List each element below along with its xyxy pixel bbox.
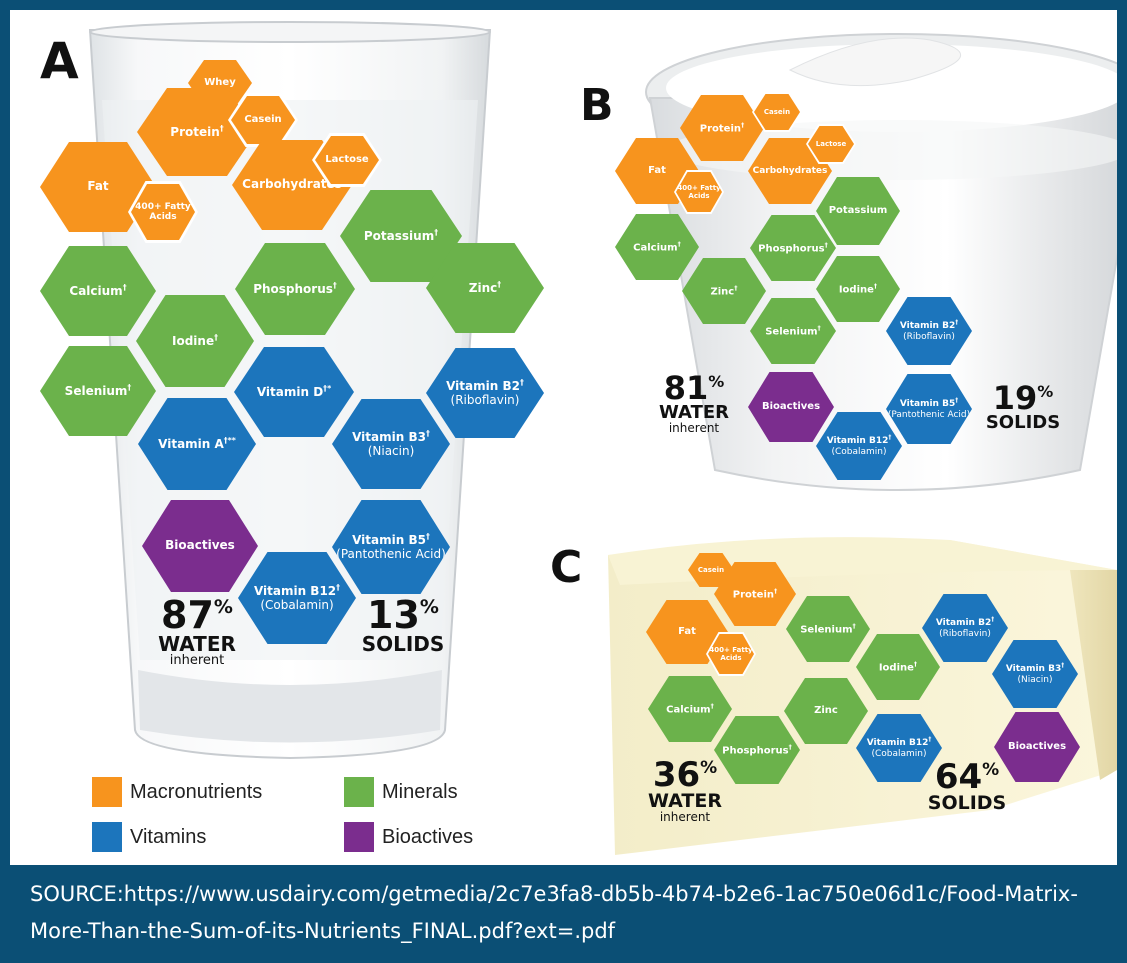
hex-c-fatty-acids: 400+ Fatty Acids — [708, 634, 754, 674]
hex-b-vitamin-b5: Vitamin B5† (Pantothenic Acid) — [886, 374, 972, 444]
hex-b-phosphorus: Phosphorus† — [750, 215, 836, 281]
legend-swatch-minerals — [344, 777, 374, 807]
hex-c-protein: Protein† — [714, 562, 796, 626]
stat-a-water: 87% WATER inherent — [158, 593, 236, 668]
hex-a-selenium: Selenium† — [40, 346, 156, 436]
hex-b-vitamin-b12: Vitamin B12† (Cobalamin) — [816, 412, 902, 480]
stat-c-solids: 64% SOLIDS — [927, 757, 1007, 814]
hex-b-calcium: Calcium† — [615, 214, 699, 280]
stat-c-water: 36% WATER inherent — [648, 755, 722, 824]
panel-letter-b: B — [580, 80, 614, 131]
infographic-panel: A B C Whey Protein† Casein Carbohydrates… — [10, 10, 1117, 865]
hex-c-vitamin-b3: Vitamin B3† (Niacin) — [992, 640, 1078, 708]
hex-b-lactose: Lactose — [808, 126, 854, 162]
hex-b-casein: Casein — [754, 94, 800, 130]
stat-b-solids: 19% SOLIDS — [985, 379, 1061, 433]
hex-a-vitamin-b5: Vitamin B5† (Pantothenic Acid) — [332, 500, 450, 594]
hex-a-vitamin-b2: Vitamin B2† (Riboflavin) — [426, 348, 544, 438]
legend-swatch-vitamins — [92, 822, 122, 852]
hex-b-vitamin-b2: Vitamin B2† (Riboflavin) — [886, 297, 972, 365]
hex-a-fatty-acids: 400+ Fatty Acids — [131, 184, 195, 240]
hex-b-bioactives: Bioactives — [748, 372, 834, 442]
hex-b-potassium: Potassium — [816, 177, 900, 245]
hex-a-calcium: Calcium† — [40, 246, 156, 336]
hex-a-phosphorus: Phosphorus† — [235, 243, 355, 335]
panel-letter-c: C — [550, 542, 583, 593]
hex-c-vitamin-b2: Vitamin B2† (Riboflavin) — [922, 594, 1008, 662]
hex-c-calcium: Calcium† — [648, 676, 732, 742]
legend-vitamins: Vitamins — [92, 822, 206, 852]
stat-a-solids: 13% SOLIDS — [361, 593, 445, 656]
hex-c-selenium: Selenium† — [786, 596, 870, 662]
hex-a-vitamin-d: Vitamin D†* — [234, 347, 354, 437]
hex-a-vitamin-b3: Vitamin B3† (Niacin) — [332, 399, 450, 489]
hex-a-vitamin-a: Vitamin A†** — [138, 398, 256, 490]
stat-b-water: 81% WATER inherent — [658, 369, 729, 435]
legend-macronutrients: Macronutrients — [92, 777, 262, 807]
legend-swatch-macronutrients — [92, 777, 122, 807]
hex-layer: Whey Protein† Casein Carbohydrates Lacto… — [10, 10, 1117, 865]
legend-bioactives: Bioactives — [344, 822, 473, 852]
source-citation: SOURCE:https://www.usdairy.com/getmedia/… — [30, 882, 1078, 943]
hex-b-iodine: Iodine† — [816, 256, 900, 322]
hex-c-zinc: Zinc — [784, 678, 868, 744]
hex-b-selenium: Selenium† — [750, 298, 836, 364]
hex-b-protein: Protein† — [680, 95, 764, 161]
hex-a-bioactives: Bioactives — [142, 500, 258, 592]
hex-b-zinc: Zinc† — [682, 258, 766, 324]
hex-c-iodine: Iodine† — [856, 634, 940, 700]
legend-swatch-bioactives — [344, 822, 374, 852]
hex-b-fatty-acids: 400+ Fatty Acids — [676, 172, 722, 212]
hex-a-iodine: Iodine† — [136, 295, 254, 387]
legend-minerals: Minerals — [344, 777, 458, 807]
hex-a-vitamin-b12: Vitamin B12† (Cobalamin) — [238, 552, 356, 644]
panel-letter-a: A — [40, 32, 79, 90]
